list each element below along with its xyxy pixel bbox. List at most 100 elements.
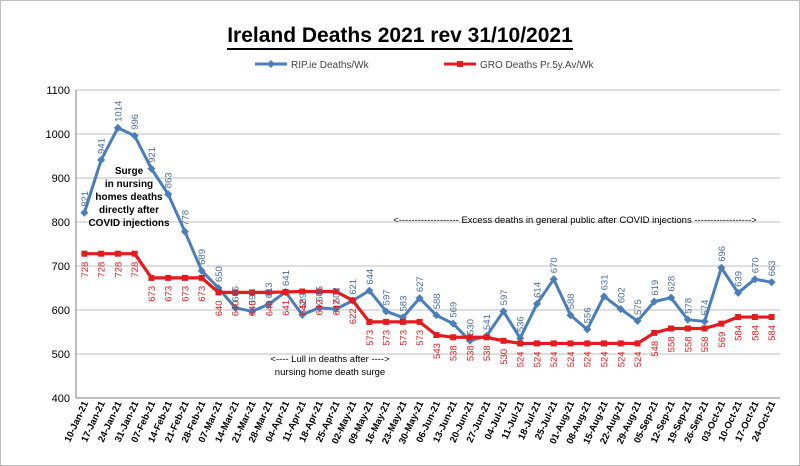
data-label: 663 — [767, 260, 778, 276]
data-label: 621 — [348, 279, 359, 295]
annotation-text: <---- Lull in deaths after ----> — [270, 354, 390, 365]
data-label: 614 — [532, 282, 543, 298]
data-point — [600, 292, 608, 301]
y-tick-label: 1000 — [46, 129, 70, 141]
data-point — [365, 286, 374, 295]
data-point — [282, 288, 289, 295]
data-label: 597 — [382, 289, 393, 305]
data-point — [399, 318, 406, 325]
data-point — [298, 310, 307, 319]
data-point — [416, 318, 423, 325]
data-label: 640 — [264, 300, 275, 316]
data-label: 558 — [700, 336, 711, 352]
data-label: 573 — [415, 330, 426, 346]
data-label: 642 — [315, 300, 326, 316]
data-label: 996 — [130, 114, 141, 130]
data-label: 530 — [499, 349, 510, 365]
data-label: 778 — [180, 210, 191, 226]
data-point — [98, 250, 105, 257]
data-point — [734, 288, 743, 297]
data-label: 921 — [147, 147, 158, 163]
data-label: 642 — [298, 300, 309, 316]
chart-title: Ireland Deaths 2021 rev 31/10/2021 — [227, 24, 573, 50]
data-point — [684, 325, 691, 332]
data-point — [650, 297, 659, 306]
data-label: 650 — [214, 266, 225, 282]
data-label: 1014 — [113, 101, 124, 122]
data-label: 641 — [281, 300, 292, 316]
legend-label: RIP.ie Deaths/Wk — [291, 60, 370, 71]
data-label: 569 — [717, 332, 728, 348]
annotation-text: Surge — [115, 166, 144, 177]
data-label: 541 — [482, 314, 493, 330]
data-label: 597 — [248, 289, 259, 305]
data-point — [81, 250, 88, 257]
data-point — [483, 334, 490, 341]
data-label: 538 — [465, 345, 476, 361]
data-point — [583, 325, 592, 334]
data-label: 573 — [382, 330, 393, 346]
data-label: 605 — [231, 286, 242, 302]
data-label: 728 — [80, 262, 91, 278]
data-point — [700, 317, 709, 326]
data-label: 670 — [750, 257, 761, 273]
data-point — [449, 319, 458, 328]
data-label: 602 — [331, 287, 342, 303]
data-label: 574 — [700, 300, 711, 316]
data-point — [215, 289, 222, 296]
data-label: 640 — [214, 300, 225, 316]
data-label: 728 — [97, 262, 108, 278]
data-label: 597 — [499, 289, 510, 305]
data-point — [516, 334, 525, 343]
data-point — [634, 340, 641, 347]
y-tick-label: 900 — [52, 173, 70, 185]
data-point — [383, 318, 390, 325]
data-point — [249, 289, 255, 296]
data-label: 640 — [248, 300, 259, 316]
data-point — [265, 289, 272, 296]
y-tick-label: 800 — [52, 217, 70, 229]
data-label: 644 — [365, 269, 376, 285]
data-label: 631 — [600, 275, 611, 291]
data-label: 619 — [650, 280, 661, 296]
data-label: 569 — [449, 302, 460, 318]
data-label: 578 — [683, 298, 694, 314]
data-label: 543 — [432, 343, 443, 359]
data-label: 524 — [566, 351, 577, 367]
data-point — [550, 340, 557, 347]
data-point — [735, 314, 742, 321]
chart-title-wrap: Ireland Deaths 2021 rev 31/10/2021 — [0, 24, 800, 50]
data-label: 673 — [164, 286, 175, 302]
data-label: 556 — [583, 308, 594, 324]
data-label: 583 — [398, 296, 409, 312]
data-label: 558 — [667, 336, 678, 352]
data-label: 584 — [767, 325, 778, 341]
annotation-text: nursing home death surge — [275, 367, 385, 378]
data-point — [500, 337, 507, 344]
data-label: 642 — [331, 300, 342, 316]
data-point — [767, 278, 776, 287]
annotation-text: <------------------- Excess deaths in ge… — [393, 215, 757, 226]
data-point — [567, 340, 574, 347]
legend-marker — [267, 60, 275, 68]
data-point — [701, 325, 708, 332]
data-point — [264, 300, 273, 309]
data-point — [349, 297, 356, 304]
data-point — [197, 266, 206, 275]
data-label: 589 — [298, 293, 309, 309]
annotation-text: directly after — [99, 205, 159, 216]
data-point — [198, 274, 205, 281]
data-point — [751, 314, 758, 321]
data-point — [718, 320, 725, 327]
data-label: 538 — [449, 345, 460, 361]
data-point — [433, 332, 440, 339]
data-label: 689 — [197, 249, 208, 265]
data-label: 673 — [180, 286, 191, 302]
data-point — [164, 190, 173, 199]
data-point — [566, 311, 575, 320]
data-label: 670 — [549, 257, 560, 273]
data-point — [415, 294, 424, 303]
data-point — [366, 318, 373, 325]
data-label: 673 — [197, 286, 208, 302]
data-point — [549, 275, 558, 284]
